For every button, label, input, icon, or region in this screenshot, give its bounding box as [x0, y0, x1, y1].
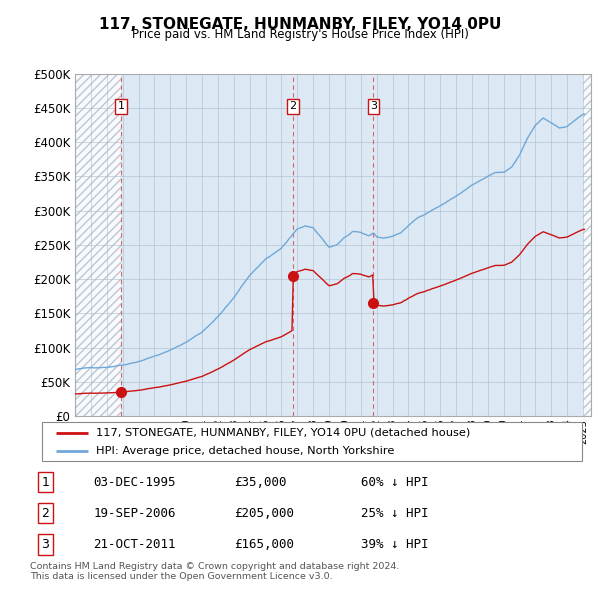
Text: 2: 2 [289, 101, 296, 112]
Text: £205,000: £205,000 [234, 507, 294, 520]
Text: 60% ↓ HPI: 60% ↓ HPI [361, 476, 428, 489]
Text: 3: 3 [41, 538, 49, 551]
Text: 3: 3 [370, 101, 377, 112]
Text: 19-SEP-2006: 19-SEP-2006 [94, 507, 176, 520]
Text: 117, STONEGATE, HUNMANBY, FILEY, YO14 0PU (detached house): 117, STONEGATE, HUNMANBY, FILEY, YO14 0P… [96, 428, 470, 438]
Text: £35,000: £35,000 [234, 476, 287, 489]
Text: 1: 1 [41, 476, 49, 489]
Text: Price paid vs. HM Land Registry's House Price Index (HPI): Price paid vs. HM Land Registry's House … [131, 28, 469, 41]
FancyBboxPatch shape [42, 422, 582, 461]
Bar [75, 74, 121, 416]
Text: £165,000: £165,000 [234, 538, 294, 551]
Text: 25% ↓ HPI: 25% ↓ HPI [361, 507, 428, 520]
Text: 21-OCT-2011: 21-OCT-2011 [94, 538, 176, 551]
Text: Contains HM Land Registry data © Crown copyright and database right 2024.
This d: Contains HM Land Registry data © Crown c… [30, 562, 400, 581]
Text: 2: 2 [41, 507, 49, 520]
Text: 03-DEC-1995: 03-DEC-1995 [94, 476, 176, 489]
Text: 117, STONEGATE, HUNMANBY, FILEY, YO14 0PU: 117, STONEGATE, HUNMANBY, FILEY, YO14 0P… [99, 17, 501, 31]
Text: 1: 1 [118, 101, 125, 112]
Text: HPI: Average price, detached house, North Yorkshire: HPI: Average price, detached house, Nort… [96, 445, 394, 455]
Bar [583, 74, 591, 416]
Text: 39% ↓ HPI: 39% ↓ HPI [361, 538, 428, 551]
